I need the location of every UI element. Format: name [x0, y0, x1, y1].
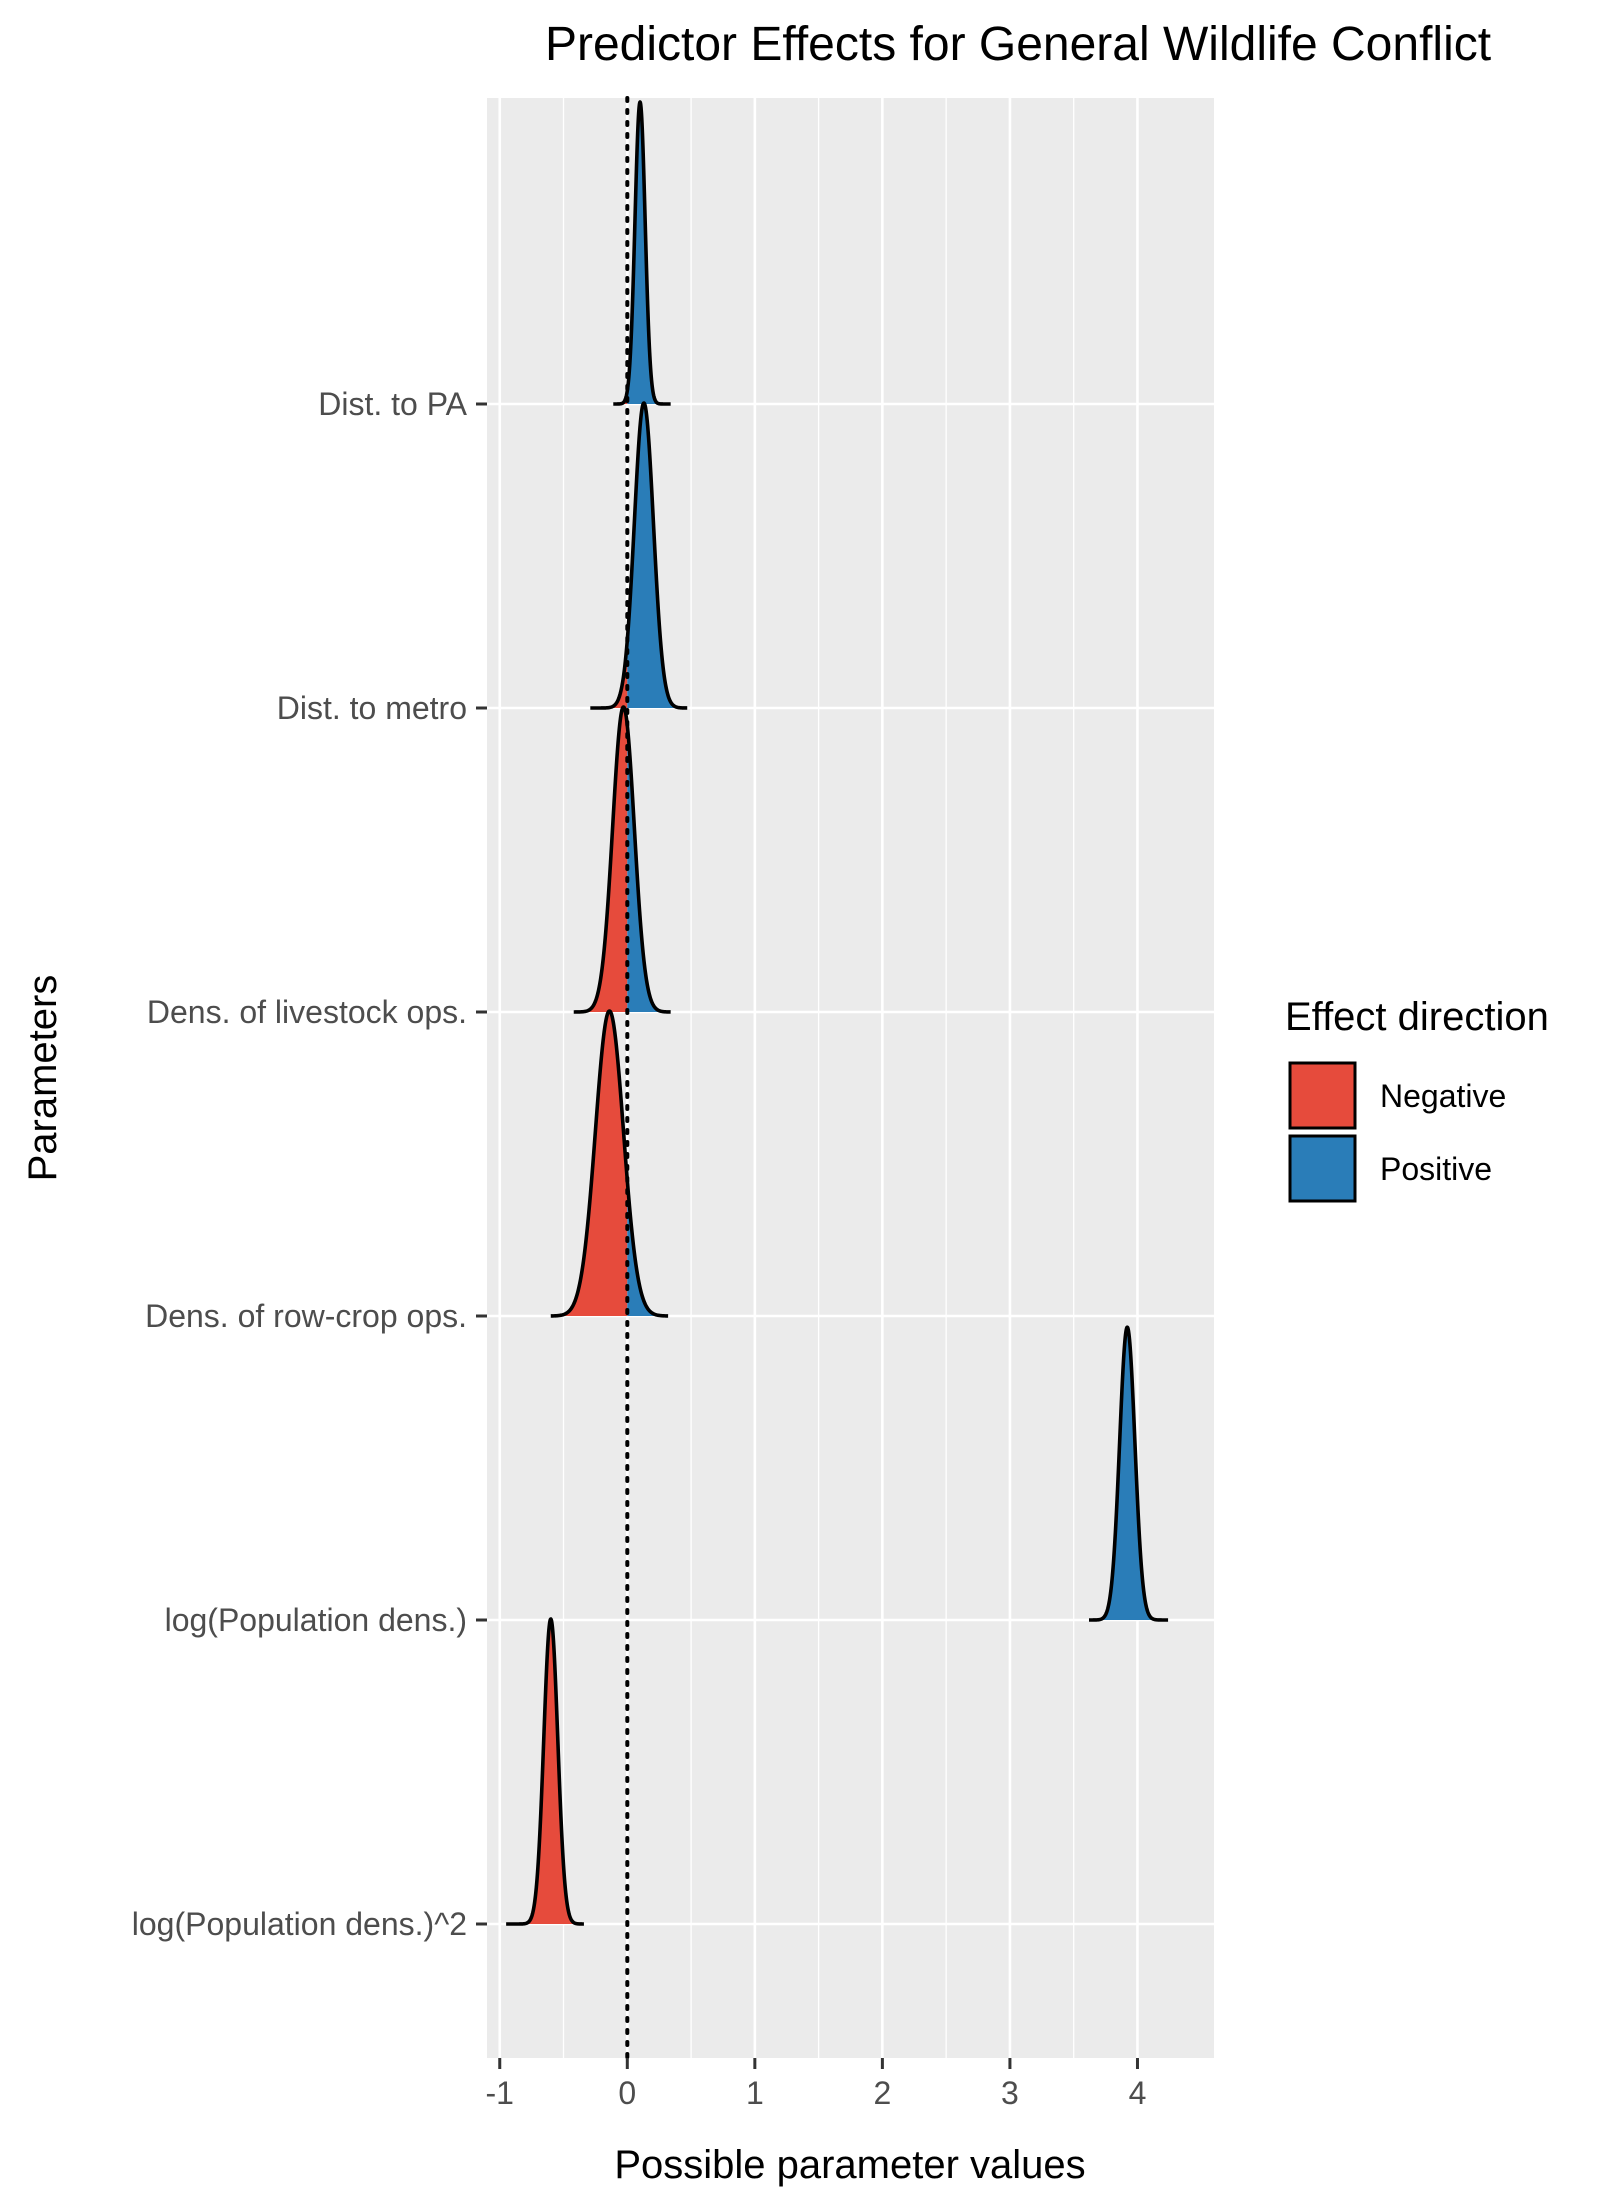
plot-panel [487, 98, 1214, 2058]
ridge-outline [1087, 1325, 1170, 1622]
y-tick-label: log(Population dens.)^2 [132, 1906, 467, 1942]
ridge-outline [588, 401, 689, 710]
ridge-outline [572, 705, 673, 1014]
ridge-positive-area [627, 102, 671, 405]
ridge-negative-area [613, 390, 628, 404]
x-axis: -1 0 1 2 3 4 [486, 2058, 1147, 2111]
y-tick-label: Dist. to PA [318, 386, 467, 422]
legend-label-positive: Positive [1380, 1151, 1492, 1187]
ridge-positive-area [627, 403, 688, 708]
y-tick-label: Dist. to metro [277, 690, 467, 726]
ridge-outline [611, 100, 673, 406]
ridge-negative-area [590, 640, 628, 708]
x-tick-label: 0 [618, 2075, 636, 2111]
minor-grid [562, 98, 1075, 2058]
legend-key-negative [1288, 1061, 1357, 1130]
ridges [504, 100, 1170, 1926]
legend-key-positive [1288, 1134, 1357, 1203]
x-tick-label: 2 [873, 2075, 891, 2111]
y-axis-title: Parameters [21, 975, 65, 1182]
ridge-negative-area [573, 707, 628, 1012]
ridge-5 [504, 1617, 586, 1926]
ridge-1 [588, 401, 689, 710]
ridge-4 [1087, 1325, 1170, 1622]
ridge-3 [549, 1009, 670, 1318]
legend-label-negative: Negative [1380, 1078, 1506, 1114]
legend-title: Effect direction [1285, 995, 1549, 1039]
y-tick-label: Dens. of row-crop ops. [145, 1298, 467, 1334]
ridge-negative-area [550, 1011, 628, 1316]
x-axis-title: Possible parameter values [614, 2143, 1085, 2187]
major-grid [487, 98, 1214, 2058]
ridge-negative-area [506, 1619, 584, 1924]
ridge-0 [611, 100, 673, 406]
chart-title: Predictor Effects for General Wildlife C… [545, 18, 1491, 71]
y-tick-label: log(Population dens.) [165, 1602, 467, 1638]
x-tick-label: 4 [1129, 2075, 1147, 2111]
ridge-positive-area [627, 725, 671, 1012]
ridge-outline [549, 1009, 670, 1318]
x-tick-label: 1 [746, 2075, 764, 2111]
ridge-2 [572, 705, 673, 1014]
ridge-positive-area [1089, 1327, 1169, 1620]
legend: Effect direction Negative Positive [1285, 995, 1549, 1203]
ridge-outline [504, 1617, 586, 1926]
y-axis: Dist. to PA Dist. to metro Dens. of livest… [132, 386, 487, 1942]
x-tick-label: 3 [1001, 2075, 1019, 2111]
y-tick-label: Dens. of livestock ops. [147, 994, 467, 1030]
x-tick-label: -1 [486, 2075, 514, 2111]
